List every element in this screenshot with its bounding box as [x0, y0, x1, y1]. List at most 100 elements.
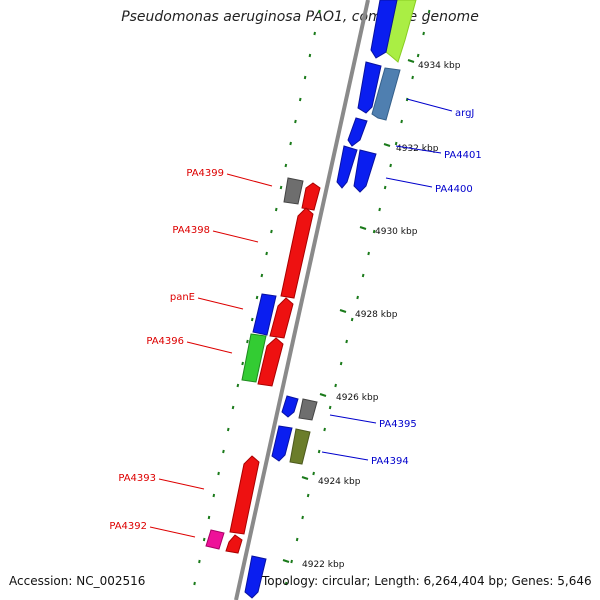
gene-arrow-blue[interactable]	[336, 145, 358, 189]
guide-dot	[339, 361, 343, 366]
label-leader	[149, 526, 196, 538]
guide-dot	[226, 427, 230, 432]
gene-arrow-gray[interactable]	[298, 398, 318, 421]
guide-dot	[217, 471, 220, 476]
reverse-genes	[205, 177, 321, 554]
gene-label-pa4399[interactable]: PA4399	[186, 168, 224, 179]
label-leader	[406, 98, 453, 112]
backbone-line	[234, 0, 370, 600]
gene-arrow-steel[interactable]	[371, 67, 401, 121]
gene-label-pa4393[interactable]: PA4393	[118, 473, 156, 484]
gene-arrow-gray[interactable]	[283, 177, 304, 205]
guide-dot	[207, 515, 211, 520]
tick-marks	[282, 59, 415, 563]
guide-dot	[265, 251, 268, 256]
gene-label-pa4396[interactable]: PA4396	[146, 336, 184, 347]
gene-arrow-red[interactable]	[229, 455, 260, 535]
label-leader	[226, 173, 273, 187]
guide-dot	[279, 185, 283, 190]
guide-dot	[323, 427, 326, 432]
guide-dot	[306, 493, 310, 498]
gene-arrow-blue[interactable]	[353, 149, 377, 193]
guide-dot	[301, 515, 304, 520]
guide-dot	[289, 141, 292, 146]
guide-dot	[290, 559, 293, 564]
guide-dot	[411, 75, 414, 80]
guide-dot	[416, 53, 420, 58]
gene-arrow-blue[interactable]	[271, 425, 293, 462]
guide-dot	[318, 9, 321, 14]
guide-dot	[284, 163, 288, 168]
accession-text: Accession: NC_002516	[9, 574, 146, 588]
label-leader	[329, 414, 377, 424]
guide-dot	[231, 405, 235, 410]
guide-dot	[361, 273, 365, 278]
gene-arrow-red[interactable]	[269, 297, 294, 339]
guide-dot	[270, 229, 273, 234]
guide-dot	[246, 339, 249, 344]
tick-label: 4922 kbp	[302, 560, 345, 570]
label-leader	[186, 341, 233, 354]
gene-arrow-red[interactable]	[257, 337, 284, 387]
guide-dot	[308, 53, 312, 58]
gene-label-argj[interactable]: argJ	[455, 108, 474, 119]
gene-arrow-blue[interactable]	[252, 293, 277, 336]
tick-label: 4928 kbp	[355, 310, 398, 320]
gene-arrow-red[interactable]	[225, 534, 243, 554]
guide-dot	[295, 537, 299, 542]
label-leader	[321, 451, 369, 461]
label-leader	[395, 145, 442, 154]
gene-label-pa4392[interactable]: PA4392	[109, 521, 147, 532]
guide-dot	[356, 295, 359, 300]
guide-dot	[202, 537, 206, 542]
guide-dot	[294, 119, 297, 124]
gene-arrow-blue[interactable]	[347, 117, 368, 147]
guide-dot	[241, 361, 244, 366]
guide-dot	[334, 383, 337, 388]
gene-arrow-blue[interactable]	[370, 0, 398, 59]
gene-arrow-blue[interactable]	[244, 555, 267, 599]
guide-dot	[274, 207, 278, 212]
guide-dot	[255, 295, 259, 300]
tick-mark	[383, 143, 391, 147]
guide-dot	[303, 75, 307, 80]
guide-dot	[372, 229, 376, 234]
guide-dot	[313, 31, 316, 36]
tick-mark	[282, 559, 290, 563]
gene-label-pane[interactable]: panE	[170, 292, 195, 303]
tick-label: 4924 kbp	[318, 477, 361, 487]
guide-dot	[394, 141, 398, 146]
gene-arrow-blue[interactable]	[357, 61, 382, 114]
guide-dot	[317, 449, 321, 454]
gene-arrow-olive[interactable]	[289, 428, 311, 465]
gene-label-pa4398[interactable]: PA4398	[172, 225, 210, 236]
gene-label-pa4400[interactable]: PA4400	[435, 184, 473, 195]
tick-label: 4926 kbp	[336, 393, 379, 403]
guide-dot	[350, 317, 354, 322]
gene-label-pa4395[interactable]: PA4395	[379, 419, 417, 430]
gene-arrow-red[interactable]	[280, 207, 314, 299]
tick-mark	[301, 476, 309, 480]
gene-arrow-green[interactable]	[241, 333, 267, 383]
gene-arrow-pink[interactable]	[205, 529, 225, 550]
tick-mark	[319, 393, 327, 397]
guide-dot	[389, 163, 392, 168]
gene-arrow-red[interactable]	[301, 182, 321, 211]
guide-dot	[298, 97, 302, 102]
label-leader	[197, 297, 244, 310]
guide-dot	[212, 493, 216, 498]
label-leader	[158, 478, 205, 490]
tick-mark	[339, 309, 347, 313]
guide-dot	[427, 9, 431, 14]
guide-dot	[193, 581, 196, 586]
guide-dot	[422, 31, 425, 36]
gene-label-pa4394[interactable]: PA4394	[371, 456, 409, 467]
guide-dot	[378, 207, 381, 212]
tick-mark	[407, 59, 415, 63]
guide-dot	[260, 273, 264, 278]
forward-genes	[244, 0, 417, 599]
gene-arrow-blue[interactable]	[281, 395, 299, 418]
gene-label-pa4401[interactable]: PA4401	[444, 150, 482, 161]
guide-dot	[328, 405, 332, 410]
